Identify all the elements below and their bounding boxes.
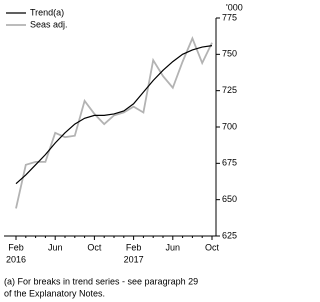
y-tick-label: 650 [222, 194, 237, 204]
chart: '000 (a) For breaks in trend series - se… [4, 2, 243, 298]
y-tick-label: 750 [222, 49, 237, 59]
y-tick-label: 700 [222, 121, 237, 131]
x-tick-label: Oct [87, 242, 102, 252]
y-tick-label: 775 [222, 12, 237, 22]
x-tick-label: Jun [166, 242, 181, 252]
y-tick-label: 675 [222, 158, 237, 168]
x-tick-label: Jun [48, 242, 63, 252]
x-year-label: 2016 [6, 254, 26, 264]
x-year-label: 2017 [124, 254, 144, 264]
x-tick-label: Feb [8, 242, 24, 252]
footnote: (a) For breaks in trend series - see par… [4, 276, 198, 286]
legend-label: Seas adj. [30, 19, 68, 29]
x-tick-label: Feb [126, 242, 142, 252]
y-unit: '000 [226, 2, 243, 12]
x-tick-label: Oct [205, 242, 220, 252]
y-tick-label: 725 [222, 85, 237, 95]
series-line [15, 35, 213, 209]
footnote: of the Explanatory Notes. [4, 288, 105, 298]
y-tick-label: 625 [222, 230, 237, 240]
series-line [15, 45, 213, 185]
legend-label: Trend(a) [30, 7, 64, 17]
